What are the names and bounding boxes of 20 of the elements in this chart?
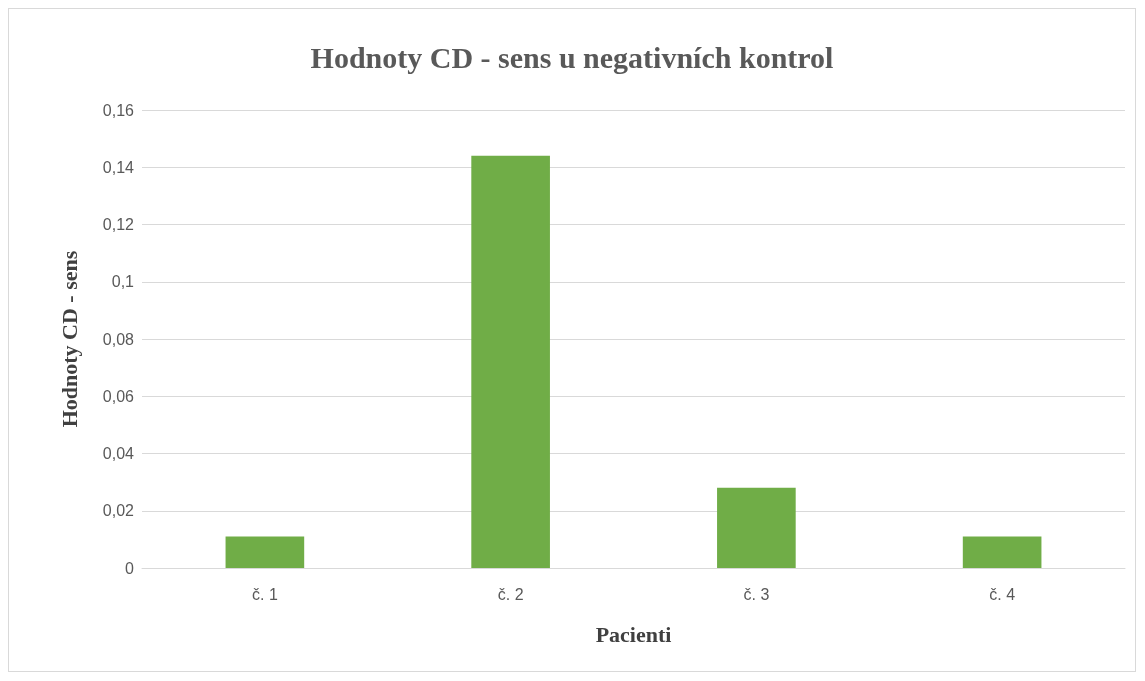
- x-axis-title: Pacienti: [595, 621, 672, 647]
- y-tick-label: 0,14: [102, 158, 135, 176]
- y-tick-label: 0,02: [102, 502, 135, 520]
- x-tick-label: č. 4: [989, 585, 1016, 603]
- bar: [717, 487, 796, 568]
- chart-title: Hodnoty CD - sens u negativních kontrol: [310, 40, 834, 74]
- x-tick-label: č. 1: [251, 585, 278, 603]
- x-tick-label: č. 2: [497, 585, 524, 603]
- y-tick-label: 0,1: [111, 273, 135, 291]
- bar: [962, 536, 1042, 568]
- bar: [471, 155, 550, 568]
- bar: [225, 536, 305, 568]
- x-tick-label: č. 3: [743, 585, 770, 603]
- y-tick-label: 0,04: [102, 445, 135, 462]
- y-tick-label: 0,12: [102, 216, 135, 233]
- y-tick-label: 0: [125, 559, 135, 577]
- y-tick-label: 0,08: [102, 330, 135, 348]
- y-tick-label: 0,06: [102, 387, 135, 405]
- y-tick-label: 0,16: [102, 101, 135, 119]
- y-axis-title: Hodnoty CD - sens: [56, 250, 82, 428]
